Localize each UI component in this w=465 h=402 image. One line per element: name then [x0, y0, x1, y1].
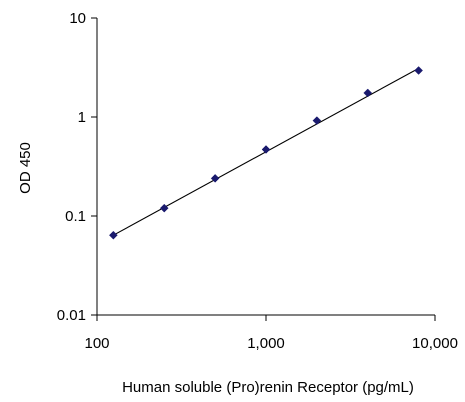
data-point — [109, 230, 118, 240]
data-point — [210, 174, 220, 183]
plot-area — [97, 18, 435, 315]
y-tick-label: 1 — [78, 109, 86, 126]
data-point — [261, 145, 271, 154]
x-tick-label: 10,000 — [412, 335, 458, 352]
y-tick-labels: 0.01 0.1 1 10 — [57, 10, 86, 324]
data-point — [363, 88, 373, 98]
x-axis-title: Human soluble (Pro)renin Receptor (pg/mL… — [122, 379, 414, 396]
y-axis-title: OD 450 — [17, 142, 34, 194]
x-tick-labels: 100 1,000 10,000 — [84, 335, 457, 352]
axes — [91, 17, 436, 321]
x-tick-label: 1,000 — [247, 335, 285, 352]
data-point — [312, 116, 322, 125]
y-tick-label: 0.01 — [57, 307, 86, 324]
data-points — [109, 66, 423, 240]
data-point — [159, 203, 169, 213]
data-point — [414, 66, 423, 75]
y-tick-label: 0.1 — [65, 208, 86, 225]
y-tick-label: 10 — [69, 10, 86, 27]
x-tick-label: 100 — [84, 335, 109, 352]
